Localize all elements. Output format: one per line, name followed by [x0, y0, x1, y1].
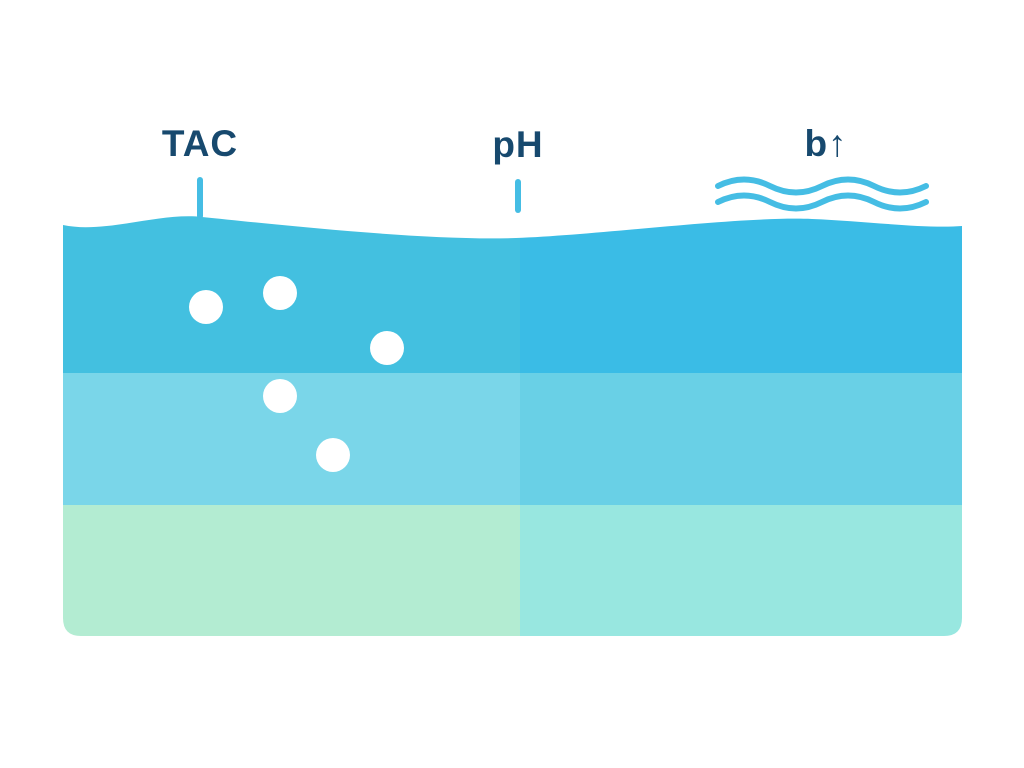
bubble-icon: [263, 276, 297, 310]
bubble-icon: [263, 379, 297, 413]
b-rise-label: b↑: [804, 123, 847, 164]
tac-tick-marker: [197, 177, 203, 219]
bubble-icon: [189, 290, 223, 324]
ph-label: pH: [492, 124, 543, 165]
wave-line-top: [715, 176, 929, 196]
bubble-icon: [370, 331, 404, 365]
tac-label: TAC: [162, 123, 238, 164]
layer-top-right: [520, 216, 962, 373]
layer-bottom-left: [63, 505, 520, 636]
ph-tick-marker: [515, 179, 521, 213]
bubble-icon: [316, 438, 350, 472]
water-waves-icon: [715, 176, 929, 212]
bubble-circles: [189, 276, 404, 472]
wave-line-bottom: [715, 192, 929, 212]
layer-middle-right: [520, 373, 962, 505]
water-body: [63, 216, 962, 636]
layer-bottom-right: [520, 505, 962, 636]
